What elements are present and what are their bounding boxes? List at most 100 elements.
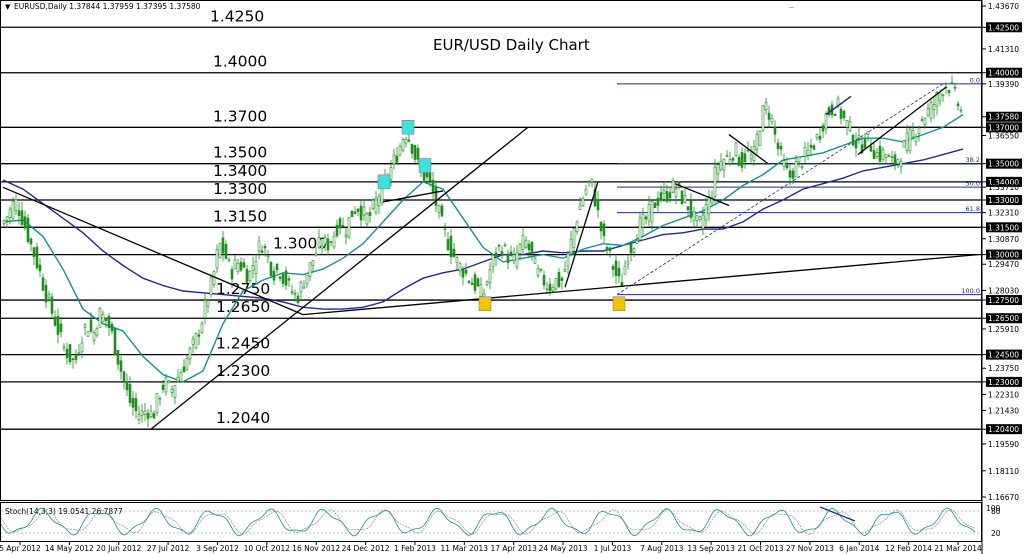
price-tick-box xyxy=(986,158,1022,169)
candle-body xyxy=(14,199,18,211)
price-tick-box xyxy=(986,313,1022,324)
candle-body xyxy=(647,204,651,222)
candle-body xyxy=(110,323,114,332)
candle-body xyxy=(113,327,117,355)
price-tick-box xyxy=(986,222,1022,233)
candle-body xyxy=(74,354,78,361)
candle-body xyxy=(938,92,942,101)
trendline xyxy=(674,183,730,207)
price-tick-box xyxy=(986,295,1022,306)
candle-body xyxy=(797,156,801,163)
candle-body xyxy=(161,384,165,390)
candle-body xyxy=(920,119,924,121)
candle-body xyxy=(845,120,849,128)
candle-body xyxy=(473,274,477,291)
candle-body xyxy=(905,132,909,151)
candle-body xyxy=(686,206,690,211)
candle-body xyxy=(293,293,297,295)
candle-body xyxy=(590,178,594,183)
candle-body xyxy=(605,247,609,251)
price-tick-label: 1.40000 xyxy=(988,69,1019,78)
candle-body xyxy=(509,251,513,257)
date-tick-label: 13 Sep 2013 xyxy=(687,544,735,553)
candle-body xyxy=(323,237,327,245)
candle-body xyxy=(353,211,357,214)
candle-body xyxy=(464,269,468,274)
price-tick-label: 1.36550 xyxy=(988,131,1019,140)
price-tick-label: 1.41310 xyxy=(988,45,1019,54)
level-label: 1.2650 xyxy=(216,298,270,316)
candle-body xyxy=(215,248,219,269)
candle-body xyxy=(272,270,276,281)
candle-body xyxy=(692,211,696,221)
candle-body xyxy=(704,204,708,221)
candle-body xyxy=(734,142,738,156)
candle-body xyxy=(911,130,915,138)
fib-label: 50.0 xyxy=(966,180,980,188)
candle-body xyxy=(668,192,672,199)
price-tick-label: 1.21430 xyxy=(988,406,1019,415)
candle-body xyxy=(461,269,465,278)
candle-body xyxy=(569,238,573,254)
price-tick-label: 1.23750 xyxy=(988,364,1019,373)
date-tick-label: 3 Sep 2012 xyxy=(196,544,239,553)
trendline xyxy=(728,134,769,165)
candle-body xyxy=(212,271,216,285)
minimize-icon[interactable]: – xyxy=(789,2,794,13)
price-tick-box xyxy=(986,111,1022,122)
date-tick-label: 27 Nov 2013 xyxy=(786,544,834,553)
candle-body xyxy=(557,271,561,287)
stoch-trendline xyxy=(819,506,856,522)
candle-body xyxy=(803,147,807,157)
candle-body xyxy=(611,266,615,270)
candle-body xyxy=(881,149,885,160)
price-tick-label: 1.25910 xyxy=(988,325,1019,334)
candle-body xyxy=(794,161,798,178)
candle-body xyxy=(53,316,57,326)
price-tick-label: 1.28030 xyxy=(988,286,1019,295)
candle-body xyxy=(503,244,507,247)
date-tick-label: 24 May 2013 xyxy=(539,544,588,553)
candle-body xyxy=(542,275,546,286)
level-label: 1.2040 xyxy=(216,409,270,427)
trendlines xyxy=(2,86,979,430)
date-tick-label: 21 Mar 2014 xyxy=(934,544,982,553)
candle-body xyxy=(158,397,162,400)
candle-body xyxy=(410,144,414,154)
candle-body xyxy=(671,180,675,193)
candle-body xyxy=(926,108,930,116)
candle-body xyxy=(239,262,243,271)
candle-body xyxy=(929,102,933,119)
candle-body xyxy=(725,155,729,157)
menu-icon[interactable]: ▼ xyxy=(5,3,11,11)
candle-body xyxy=(2,220,6,225)
candle-body xyxy=(497,244,501,247)
pattern-markers xyxy=(377,120,626,311)
candle-body xyxy=(329,241,333,243)
candle-body xyxy=(494,252,498,258)
candle-body xyxy=(65,348,69,359)
candle-body xyxy=(581,198,585,206)
candle-body xyxy=(308,262,312,277)
candle-body xyxy=(524,239,528,248)
candle-body xyxy=(278,276,282,279)
price-tick-label: 1.22310 xyxy=(988,390,1019,399)
candle-body xyxy=(269,261,273,276)
candle-body xyxy=(749,154,753,160)
candle-body xyxy=(41,277,45,291)
candle-body xyxy=(227,259,231,261)
level-label: 1.3400 xyxy=(213,162,267,180)
candle-body xyxy=(572,228,576,248)
candle-body xyxy=(485,281,489,286)
trendline xyxy=(825,95,852,116)
candle-body xyxy=(341,224,345,227)
candle-body xyxy=(767,112,771,120)
candle-body xyxy=(362,206,366,216)
date-tick-label: 14 May 2012 xyxy=(45,544,94,553)
candle-body xyxy=(833,113,837,116)
candle-body xyxy=(653,202,657,208)
symbol-header: EURUSD,Daily 1.37844 1.37959 1.37395 1.3… xyxy=(14,2,201,11)
candle-body xyxy=(116,349,120,365)
